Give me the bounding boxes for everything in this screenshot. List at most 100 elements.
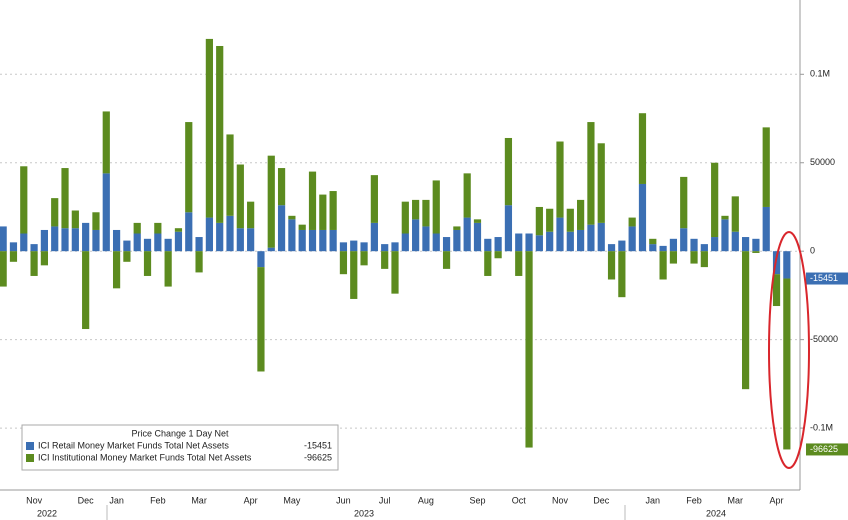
bar: [288, 219, 296, 252]
bar: [535, 235, 543, 252]
bar: [453, 226, 461, 230]
x-tick-label: Dec: [78, 495, 95, 505]
bar: [123, 240, 131, 252]
bar: [185, 122, 193, 213]
bar: [174, 228, 183, 232]
bar: [51, 226, 59, 252]
bar: [463, 217, 471, 252]
bar: [525, 251, 533, 448]
bar: [597, 143, 605, 223]
bar: [350, 251, 358, 299]
bar: [257, 251, 265, 268]
legend-label: ICI Institutional Money Market Funds Tot…: [38, 452, 252, 462]
x-tick-label: Feb: [686, 495, 702, 505]
bar: [484, 238, 492, 252]
bar: [51, 198, 59, 227]
bar: [339, 251, 348, 275]
bar: [422, 226, 430, 252]
bar: [308, 229, 317, 252]
bar: [731, 231, 739, 252]
legend-swatch: [26, 442, 34, 450]
bar: [680, 228, 688, 252]
bar: [277, 205, 286, 252]
bar: [700, 251, 708, 268]
legend-swatch: [26, 454, 34, 462]
legend-value: -96625: [304, 452, 332, 462]
bar: [205, 217, 213, 252]
legend-title: Price Change 1 Day Net: [131, 428, 229, 438]
bar: [102, 173, 110, 252]
x-tick-label: Jan: [109, 495, 124, 505]
x-tick-label: Jul: [379, 495, 391, 505]
bar: [515, 251, 523, 276]
bar: [577, 229, 585, 252]
bar: [277, 168, 286, 206]
bar: [61, 168, 69, 229]
x-tick-label: Jun: [336, 495, 351, 505]
bar: [618, 251, 626, 298]
bar: [288, 215, 296, 220]
x-tick-label: Apr: [244, 495, 258, 505]
bar: [690, 238, 698, 252]
bar: [112, 251, 121, 289]
bar: [721, 219, 729, 252]
bar: [195, 237, 203, 252]
x-tick-label: Mar: [728, 495, 744, 505]
bar: [164, 251, 172, 287]
bar: [185, 212, 193, 252]
bar: [535, 206, 543, 236]
bar: [205, 38, 213, 218]
legend-value: -15451: [304, 440, 332, 450]
bar: [401, 233, 409, 252]
bar: [504, 137, 513, 206]
bar: [494, 251, 502, 259]
bar: [247, 228, 255, 252]
bar: [649, 244, 657, 252]
bar: [381, 244, 389, 252]
bar: [783, 251, 791, 279]
bar: [463, 173, 471, 218]
bar: [20, 166, 28, 234]
bar: [0, 251, 7, 287]
value-tag: [806, 443, 848, 456]
bar: [752, 251, 760, 253]
bar: [123, 251, 131, 262]
x-tick-label: Mar: [191, 495, 207, 505]
x-tick-label: Oct: [512, 495, 527, 505]
bar: [71, 210, 79, 229]
bar: [412, 219, 420, 252]
bar: [9, 251, 18, 262]
bar: [721, 215, 729, 220]
bar: [442, 237, 451, 252]
x-tick-label: Nov: [26, 495, 43, 505]
bar: [432, 180, 440, 234]
x-tick-label: Sep: [469, 495, 485, 505]
bar: [102, 111, 110, 174]
x-tick-label: Apr: [770, 495, 784, 505]
year-label: 2024: [706, 508, 726, 518]
bar: [30, 251, 38, 276]
bar: [741, 251, 750, 390]
bar: [236, 228, 244, 252]
y-tick-label: 0: [810, 246, 815, 256]
year-label: 2022: [37, 508, 57, 518]
bar: [9, 242, 18, 252]
bar: [762, 127, 770, 207]
y-tick-label: 0.1M: [810, 69, 830, 79]
bar: [308, 171, 317, 230]
value-label: -15451: [810, 273, 838, 283]
bar: [566, 208, 574, 232]
bar: [412, 199, 420, 220]
bar: [174, 231, 183, 252]
bar: [143, 251, 152, 276]
bar: [638, 183, 647, 252]
bar: [659, 245, 667, 252]
bar: [680, 176, 688, 229]
x-tick-label: Feb: [150, 495, 166, 505]
bar: [0, 226, 7, 252]
bar: [546, 208, 554, 232]
bar: [473, 219, 482, 223]
bar: [762, 206, 770, 252]
bar: [741, 237, 750, 252]
